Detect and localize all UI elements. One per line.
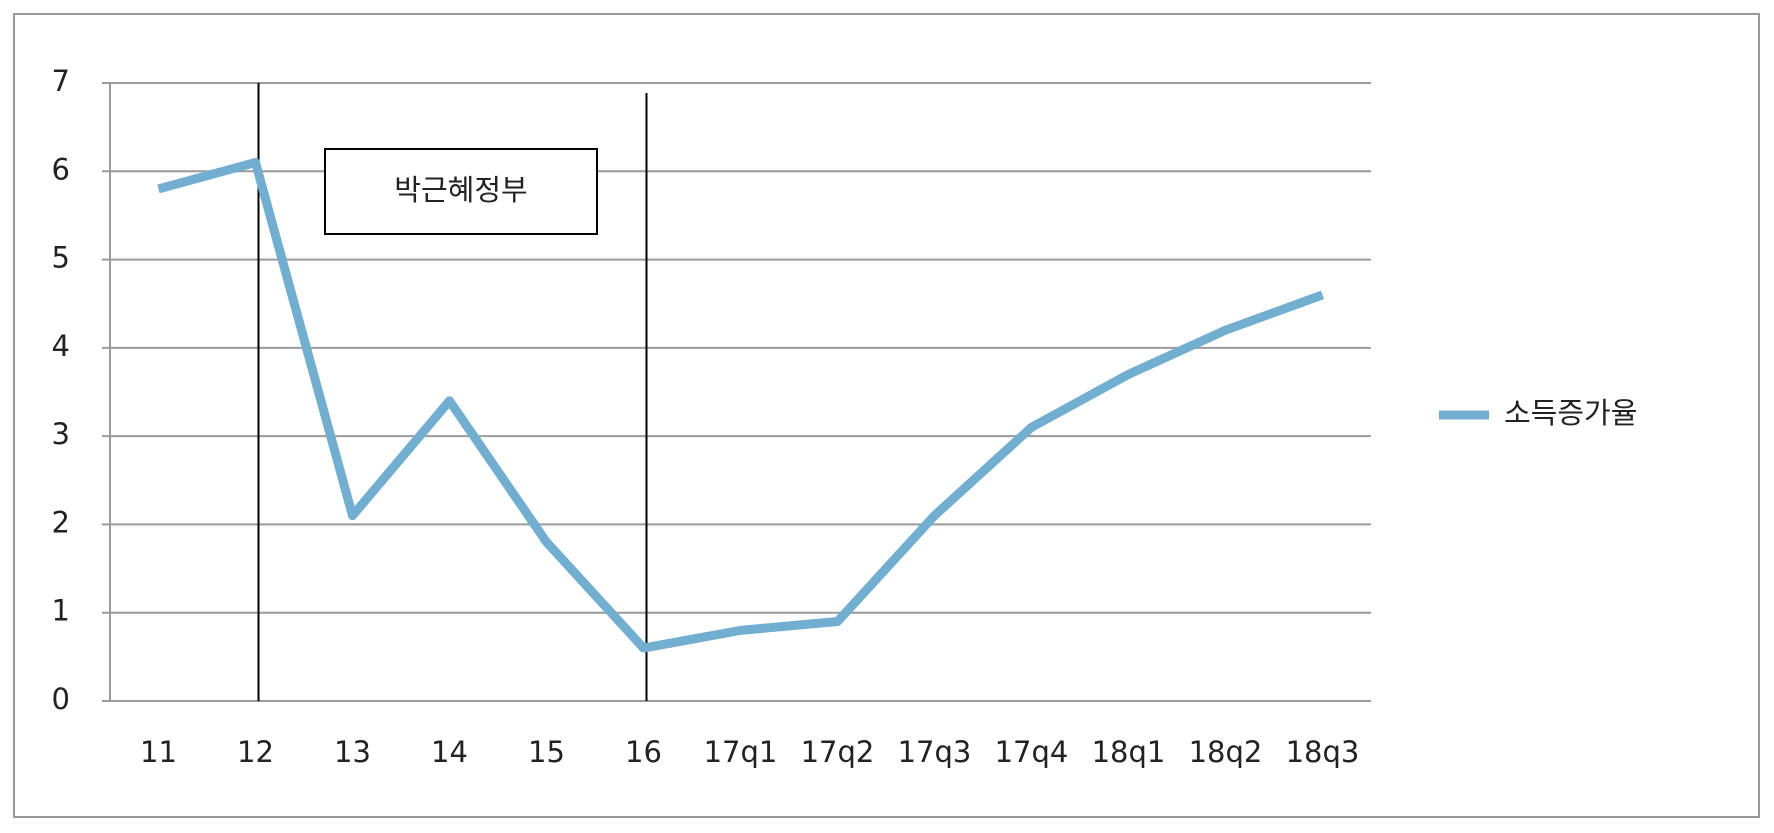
x-tick-label: 18q1 [1092, 735, 1166, 769]
x-tick-label: 17q4 [995, 735, 1069, 769]
legend-label: 소득증가율 [1504, 396, 1637, 430]
y-tick-label: 7 [52, 64, 70, 98]
x-tick-label: 13 [334, 735, 371, 769]
y-tick-label: 6 [52, 152, 70, 186]
y-tick-label: 3 [52, 417, 70, 451]
x-tick-label: 18q3 [1286, 735, 1360, 769]
x-tick-label: 14 [431, 735, 468, 769]
y-tick-label: 0 [52, 682, 70, 716]
x-tick-label: 11 [140, 735, 177, 769]
y-tick-label: 5 [52, 241, 70, 275]
annotation: 박근혜정부 [394, 173, 527, 207]
annotation-box [324, 148, 598, 235]
y-tick-label: 4 [52, 329, 70, 363]
x-tick-label: 17q1 [704, 735, 778, 769]
x-tick-label: 17q2 [801, 735, 875, 769]
x-tick-label: 12 [237, 735, 274, 769]
x-tick-label: 18q2 [1189, 735, 1263, 769]
y-tick-label: 2 [52, 505, 70, 539]
x-tick-label: 15 [528, 735, 565, 769]
y-tick-label: 1 [52, 594, 70, 628]
x-tick-label: 16 [625, 735, 662, 769]
chart-frame [13, 13, 1760, 818]
data-line [157, 157, 1325, 653]
x-tick-label: 17q3 [898, 735, 972, 769]
